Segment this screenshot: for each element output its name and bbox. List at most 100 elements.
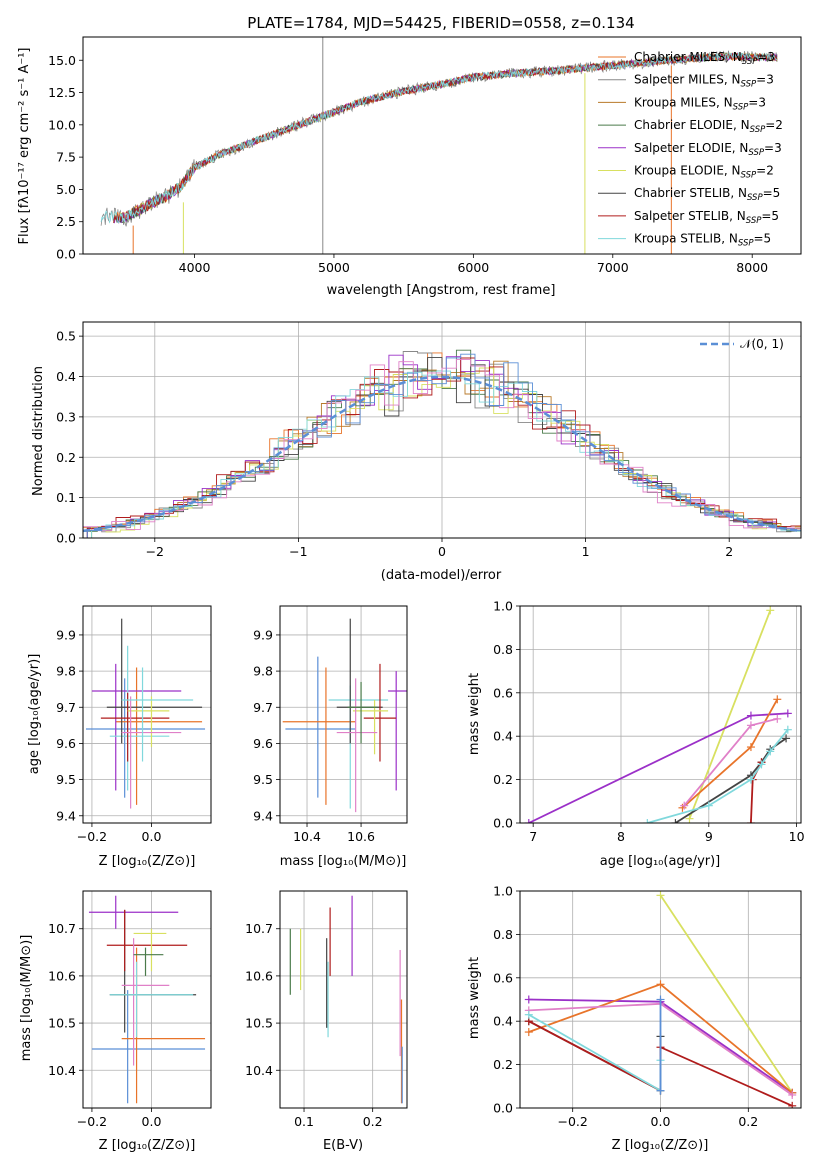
y-tick-label: 0.0 (493, 1101, 513, 1116)
x-tick-label: 0.2 (738, 1114, 758, 1129)
y-tick-label: 0.8 (493, 642, 513, 657)
x-tick-label: 0.0 (142, 829, 162, 844)
mass-vs-ebv-plot: 0.1 0.2 10.4 10.5 10.6 10.7 (245, 890, 408, 1129)
plot-area (88, 895, 206, 1104)
y-tick-label: 0.2 (493, 1057, 513, 1072)
spectrum-xlabel: wavelength [Angstrom, rest frame] (327, 283, 556, 298)
axes-frame (82, 321, 802, 539)
y-tick-label: 10.7 (48, 921, 76, 936)
massebv-xlabel: E(B-V) (323, 1138, 363, 1153)
x-tick-label: 0.2 (363, 1114, 383, 1129)
y-tick-label: 9.6 (253, 736, 273, 751)
axes-frame (82, 36, 802, 255)
x-tick-label: 7000 (597, 260, 629, 275)
residuals-ylabel: Normed distribution (31, 366, 46, 496)
spectrum-plot: 4000 5000 6000 7000 8000 0.0 2.5 5.0 7.5 10.0 12.5… (48, 36, 802, 275)
plot-area (289, 895, 403, 1104)
plot-area (100, 37, 778, 254)
legend-label: Chabrier MILES, NSSP=3 (634, 50, 775, 67)
y-tick-label: 0.0 (56, 531, 76, 546)
wz-xlabel: Z [log₁₀(Z/Z⊙)] (612, 1138, 709, 1153)
y-tick-label: 9.5 (253, 772, 273, 787)
y-tick-label: 0.4 (493, 1014, 513, 1029)
y-tick-label: 0.6 (493, 970, 513, 985)
wage-ylabel: mass weight (467, 673, 482, 755)
wz-ylabel: mass weight (467, 957, 482, 1039)
weight-line (659, 894, 793, 1094)
y-tick-label: 10.4 (245, 1063, 273, 1078)
axes-frame (279, 605, 408, 824)
massz-ylabel: mass [log₁₀(M/M⊙)] (19, 935, 34, 1062)
y-tick-label: 10.7 (245, 921, 273, 936)
legend-label: Chabrier ELODIE, NSSP=2 (634, 118, 783, 135)
y-tick-label: 0.2 (56, 450, 76, 465)
axes-frame (82, 890, 212, 1109)
weight-vs-metallicity-plot: −0.2 0.0 0.2 0.0 0.2 0.4 0.6 0.8 1.0 (493, 884, 802, 1129)
spectrum-ylabel: Flux [fλ10⁻¹⁷ erg cm⁻² s⁻¹ A⁻¹] (17, 48, 32, 245)
y-tick-label: 0.1 (56, 490, 76, 505)
y-tick-label: 0.4 (56, 369, 76, 384)
y-tick-label: 10.6 (245, 968, 273, 983)
y-tick-label: 9.4 (56, 808, 76, 823)
legend-label: Chabrier STELIB, NSSP=5 (634, 186, 780, 203)
agez-ylabel: age [log₁₀(age/yr)] (27, 654, 42, 775)
y-tick-label: 10.4 (48, 1063, 76, 1078)
residuals-histogram: −2 −1 0 1 2 0.0 0.1 0.2 0.3 0.4 0.5 (56, 321, 802, 559)
histogram-series (91, 370, 801, 538)
age-vs-metallicity-plot: −0.2 0.0 9.4 9.5 9.6 9.7 9.8 9.9 (56, 605, 212, 844)
histogram-series (86, 353, 801, 538)
x-tick-label: −1 (289, 544, 307, 559)
axes-frame (82, 605, 212, 824)
y-tick-label: 5.0 (56, 182, 76, 197)
mass-vs-metallicity-plot: −0.2 0.0 10.4 10.5 10.6 10.7 (48, 890, 212, 1129)
weight-line (528, 712, 788, 823)
histogram-series (86, 357, 801, 538)
legend-label: Kroupa ELODIE, NSSP=2 (634, 164, 774, 181)
y-tick-label: 0.2 (493, 772, 513, 787)
x-tick-label: 9 (705, 829, 713, 844)
x-tick-label: 0.0 (651, 1114, 671, 1129)
weight-line (528, 1013, 662, 1093)
legend-label: Kroupa STELIB, NSSP=5 (634, 232, 771, 249)
legend-label: Salpeter ELODIE, NSSP=3 (634, 141, 782, 158)
y-tick-label: 9.5 (56, 772, 76, 787)
weight-vs-age-plot: 7 8 9 10 0.0 0.2 0.4 0.6 0.8 1.0 (493, 599, 804, 845)
massz-xlabel: Z [log₁₀(Z/Z⊙)] (99, 1138, 196, 1153)
residuals-xlabel: (data-model)/error (381, 568, 502, 583)
spectrum-line (100, 51, 778, 224)
normal-legend-label: 𝒩(0, 1) (740, 337, 784, 351)
y-tick-label: 0.0 (56, 247, 76, 262)
plot-area (524, 606, 792, 823)
y-tick-label: 10.5 (48, 1016, 76, 1031)
y-tick-label: 12.5 (48, 85, 76, 100)
y-tick-label: 9.8 (253, 664, 273, 679)
y-tick-label: 1.0 (493, 884, 513, 899)
wage-xlabel: age [log₁₀(age/yr)] (600, 854, 721, 869)
x-tick-label: −0.2 (77, 1114, 107, 1129)
y-tick-label: 9.6 (56, 736, 76, 751)
axes-frame (519, 605, 802, 824)
x-tick-label: 0.0 (142, 1114, 162, 1129)
y-tick-label: 10.6 (48, 968, 76, 983)
x-tick-label: 10 (789, 829, 805, 844)
plot-area (282, 618, 407, 813)
y-tick-label: 0.6 (493, 685, 513, 700)
y-tick-label: 7.5 (56, 150, 76, 165)
x-tick-label: −2 (146, 544, 164, 559)
plot-area (83, 349, 801, 538)
y-tick-label: 0.5 (56, 329, 76, 344)
y-tick-label: 0.0 (493, 816, 513, 831)
x-tick-label: 6000 (457, 260, 489, 275)
x-tick-label: −0.2 (77, 829, 107, 844)
x-tick-label: 10.4 (293, 829, 321, 844)
x-tick-label: 10.6 (347, 829, 375, 844)
legend-label: Kroupa MILES, NSSP=3 (634, 95, 766, 112)
y-tick-label: 10.0 (48, 117, 76, 132)
normal-curve (83, 375, 801, 533)
legend-label: Salpeter MILES, NSSP=3 (634, 73, 774, 90)
y-tick-label: 15.0 (48, 53, 76, 68)
x-tick-label: 0 (438, 544, 446, 559)
y-tick-label: 0.3 (56, 409, 76, 424)
figure-title: PLATE=1784, MJD=54425, FIBERID=0558, z=0… (247, 14, 634, 32)
